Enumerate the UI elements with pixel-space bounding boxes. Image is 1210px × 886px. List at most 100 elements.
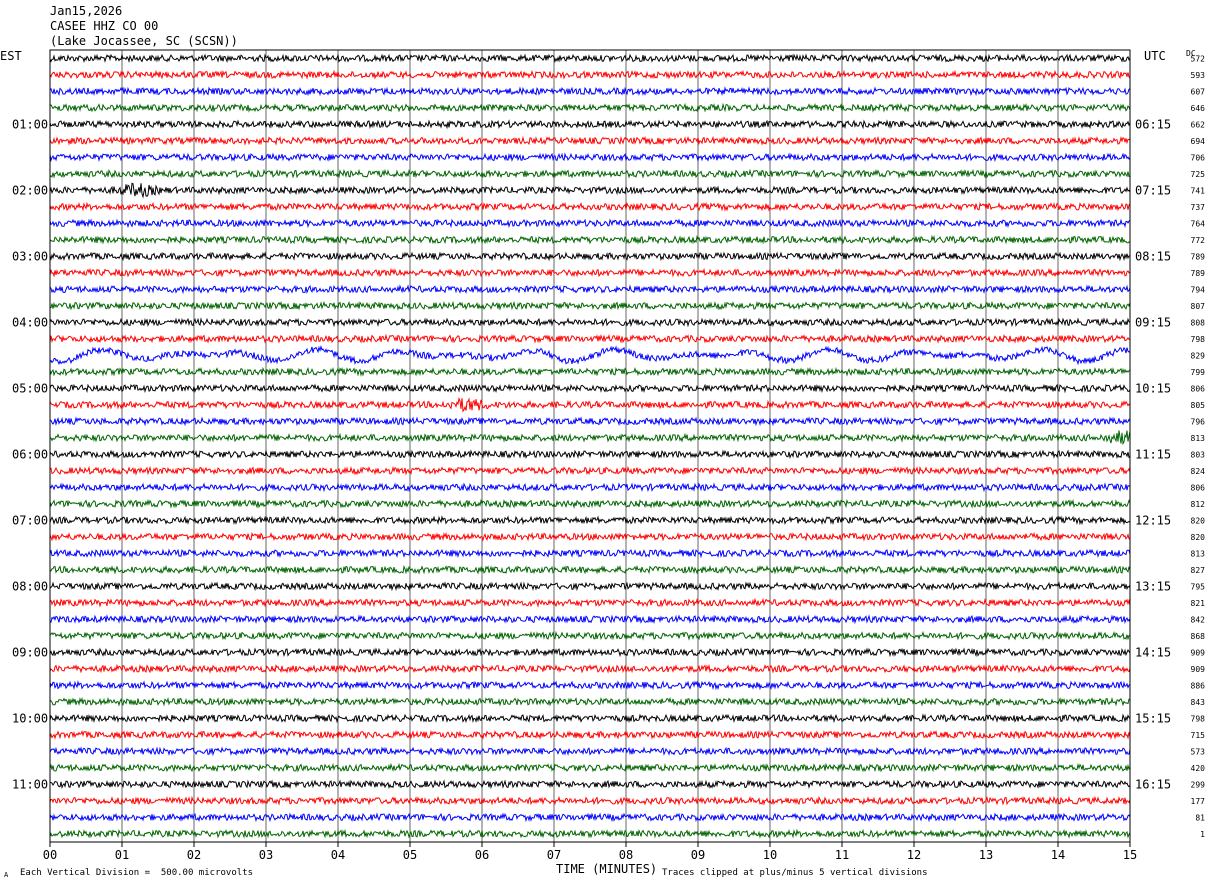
seismic-trace-row [49, 729, 1131, 740]
seismic-trace-row [49, 647, 1131, 658]
dc-offset-label: 798 [1191, 714, 1206, 723]
utc-hour-label: 16:15 [1135, 777, 1171, 791]
dc-offset-label: 725 [1191, 170, 1206, 179]
est-hour-label: 09:00 [12, 645, 48, 659]
seismic-trace-row [49, 267, 1131, 278]
x-tick-label: 15 [1123, 848, 1137, 862]
utc-hour-label: 15:15 [1135, 711, 1171, 725]
x-tick-label: 05 [403, 848, 417, 862]
dc-offset-label: 806 [1191, 384, 1206, 393]
dc-label: DC [1186, 49, 1196, 58]
dc-offset-label: 572 [1191, 54, 1206, 63]
utc-axis-label: UTC [1144, 49, 1166, 63]
seismic-trace-row [49, 333, 1131, 344]
dc-offset-label: 706 [1191, 153, 1206, 162]
x-axis-title: TIME (MINUTES) [556, 862, 658, 876]
utc-hour-label: 14:15 [1135, 645, 1171, 659]
est-hour-label: 01:00 [12, 117, 48, 131]
dc-offset-label: 886 [1191, 681, 1206, 690]
x-tick-label: 03 [259, 848, 273, 862]
dc-offset-label: 799 [1191, 368, 1206, 377]
seismic-trace-row [49, 465, 1131, 476]
seismic-trace-row [49, 383, 1131, 394]
dc-offset-label: 909 [1191, 665, 1206, 674]
seismic-trace-row [49, 135, 1131, 146]
dc-offset-label: 812 [1191, 500, 1206, 509]
seismic-trace-row [49, 614, 1131, 625]
seismic-trace-row [49, 564, 1131, 575]
date-label: Jan15,2026 [50, 4, 123, 18]
plot-frame [49, 49, 1131, 843]
dc-offset-label: 813 [1191, 549, 1206, 558]
x-tick-label: 09 [691, 848, 705, 862]
dc-offset-label: 741 [1191, 186, 1206, 195]
dc-offset-label: 789 [1191, 252, 1206, 261]
x-tick-label: 12 [907, 848, 921, 862]
seismic-trace-row [49, 317, 1131, 328]
dc-offset-label: 829 [1191, 351, 1206, 360]
seismic-trace-row [49, 746, 1131, 757]
dc-offset-label: 662 [1191, 120, 1206, 129]
clip-note: Traces clipped at plus/minus 5 vertical … [662, 868, 928, 878]
seismic-trace-row [49, 152, 1131, 163]
seismic-trace-row [49, 102, 1131, 113]
dc-offset-label: 593 [1191, 71, 1206, 80]
dc-offset-label: 909 [1191, 648, 1206, 657]
seismic-trace-row [49, 168, 1131, 179]
x-tick-label: 02 [187, 848, 201, 862]
seismic-trace-row [49, 531, 1131, 542]
dc-offset-label: 808 [1191, 318, 1206, 327]
dc-offset-label: 81 [1195, 813, 1205, 822]
est-axis-label: EST [0, 49, 22, 63]
seismic-trace-row [49, 119, 1131, 130]
seismic-trace-row [49, 53, 1131, 64]
dc-offset-label: 806 [1191, 483, 1206, 492]
dc-offset-label: 868 [1191, 632, 1206, 641]
x-tick-label: 14 [1051, 848, 1065, 862]
seismic-trace-row [49, 182, 1131, 199]
x-tick-label: 08 [619, 848, 633, 862]
dc-offset-label: 177 [1191, 797, 1206, 806]
seismic-trace-row [49, 234, 1131, 245]
station-label: CASEE HHZ CO 00 [50, 19, 159, 33]
dc-offset-label: 794 [1191, 285, 1206, 294]
utc-hour-label: 10:15 [1135, 381, 1171, 395]
dc-offset-label: 820 [1191, 516, 1206, 525]
dc-offset-label: 1 [1200, 830, 1205, 839]
x-tick-label: 13 [979, 848, 993, 862]
dc-offset-label: 820 [1191, 533, 1206, 542]
seismic-trace-row [49, 713, 1131, 724]
est-hour-label: 04:00 [12, 315, 48, 329]
seismic-trace-row [49, 201, 1131, 212]
x-tick-label: 00 [43, 848, 57, 862]
seismic-trace-row [49, 396, 1131, 413]
seismic-trace-row [49, 430, 1131, 446]
est-hour-label: 03:00 [12, 249, 48, 263]
seismic-trace-row [49, 366, 1131, 377]
scale-note: Each Vertical Division = 500.00 microvol… [20, 868, 253, 878]
x-tick-label: 01 [115, 848, 129, 862]
seismic-trace-row [49, 218, 1131, 229]
seismic-trace-row [49, 69, 1131, 80]
dc-offset-label: 796 [1191, 417, 1206, 426]
est-hour-label: 06:00 [12, 447, 48, 461]
dc-offset-label: 821 [1191, 599, 1206, 608]
dc-offset-label: 420 [1191, 764, 1206, 773]
utc-hour-label: 06:15 [1135, 117, 1171, 131]
x-tick-label: 10 [763, 848, 777, 862]
dc-offset-label: 715 [1191, 731, 1206, 740]
dc-offset-label: 803 [1191, 450, 1206, 459]
seismic-trace-row [49, 498, 1131, 509]
dc-offset-label: 299 [1191, 780, 1206, 789]
seismic-trace-row [49, 548, 1131, 559]
utc-hour-label: 07:15 [1135, 183, 1171, 197]
corner-mark: A [4, 871, 9, 879]
dc-offset-label: 772 [1191, 236, 1206, 245]
time-grid [49, 50, 1131, 847]
est-hour-label: 02:00 [12, 183, 48, 197]
dc-offset-label: 795 [1191, 582, 1206, 591]
x-tick-label: 07 [547, 848, 561, 862]
seismic-trace-row [49, 344, 1131, 366]
est-hour-label: 10:00 [12, 711, 48, 725]
